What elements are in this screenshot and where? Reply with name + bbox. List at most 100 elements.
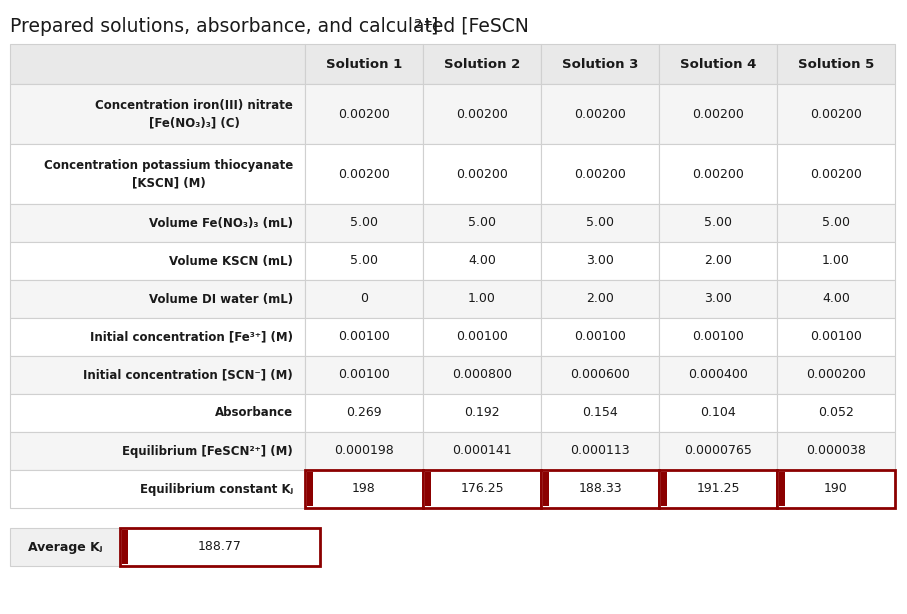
Bar [423,84,541,144]
Bar [423,242,541,280]
Text: Solution 3: Solution 3 [561,58,639,71]
Text: 0.00200: 0.00200 [810,107,862,120]
Text: 0.052: 0.052 [818,406,853,419]
Bar [777,204,895,242]
Text: Equilibrium [FeSCN²⁺] (M): Equilibrium [FeSCN²⁺] (M) [122,445,293,457]
Bar [541,470,659,508]
Text: 0.00200: 0.00200 [338,107,390,120]
Text: 4.00: 4.00 [822,292,850,306]
Bar [659,318,777,356]
Bar [307,472,313,506]
Bar [777,242,895,280]
Text: Equilibrium constant Kⱼ: Equilibrium constant Kⱼ [140,483,293,495]
Bar [305,318,423,356]
Text: 2.00: 2.00 [704,254,732,268]
Bar [305,242,423,280]
Bar [659,204,777,242]
Text: 0.00100: 0.00100 [338,368,390,381]
Text: Concentration iron(III) nitrate
[Fe(NO₃)₃] (Ϲ): Concentration iron(III) nitrate [Fe(NO₃)… [95,99,293,129]
Bar [10,44,305,84]
Bar [305,84,423,144]
Text: 0.000600: 0.000600 [571,368,630,381]
Text: ]: ] [430,17,437,36]
Bar [423,470,541,508]
Bar [305,280,423,318]
Text: 5.00: 5.00 [822,217,850,230]
Text: 0.00200: 0.00200 [574,107,626,120]
Bar [10,356,305,394]
Bar [122,530,128,564]
Text: 0.000200: 0.000200 [806,368,866,381]
Bar [541,432,659,470]
Text: 3.00: 3.00 [704,292,732,306]
Bar [777,144,895,204]
Bar [777,432,895,470]
Text: Solution 1: Solution 1 [326,58,402,71]
Text: Concentration potassium thiocyanate
[KSCN] (M): Concentration potassium thiocyanate [KSC… [44,159,293,189]
Text: Initial concentration [Fe³⁺] (M): Initial concentration [Fe³⁺] (M) [90,330,293,343]
Text: 5.00: 5.00 [468,217,496,230]
Text: Average Kⱼ: Average Kⱼ [28,540,102,553]
Text: Volume DI water (mL): Volume DI water (mL) [149,292,293,306]
Bar [779,472,785,506]
Text: 0.00200: 0.00200 [692,168,744,181]
Bar [659,44,777,84]
Bar [777,470,895,508]
Bar [659,84,777,144]
Text: 0.00100: 0.00100 [574,330,626,343]
Bar [777,280,895,318]
Bar [541,242,659,280]
Text: 1.00: 1.00 [822,254,850,268]
Bar [423,280,541,318]
Bar [425,472,431,506]
Bar [659,280,777,318]
Text: Prepared solutions, absorbance, and calculated [FeSCN: Prepared solutions, absorbance, and calc… [10,17,529,36]
Bar [305,44,423,84]
Text: Absorbance: Absorbance [215,406,293,419]
Bar [541,144,659,204]
Text: 0.00200: 0.00200 [338,168,390,181]
Text: 191.25: 191.25 [697,483,740,495]
Text: 5.00: 5.00 [704,217,732,230]
Text: 0.192: 0.192 [464,406,500,419]
Text: 1.00: 1.00 [468,292,496,306]
Bar [423,394,541,432]
Bar [659,144,777,204]
Text: 4.00: 4.00 [468,254,496,268]
Bar [543,472,549,506]
Text: 0.154: 0.154 [582,406,618,419]
Text: 0.00200: 0.00200 [810,168,862,181]
Text: 5.00: 5.00 [586,217,614,230]
Bar [305,470,423,508]
Bar [10,528,120,566]
Text: 0.104: 0.104 [700,406,736,419]
Bar [777,394,895,432]
Bar [423,144,541,204]
Bar [541,84,659,144]
Bar [10,394,305,432]
Text: 0.00200: 0.00200 [574,168,626,181]
Text: 2.00: 2.00 [586,292,614,306]
Bar [659,470,777,508]
Text: Volume Fe(NO₃)₃ (mL): Volume Fe(NO₃)₃ (mL) [149,217,293,230]
Bar [10,280,305,318]
Bar [661,472,667,506]
Bar [10,242,305,280]
Bar [541,394,659,432]
Text: Solution 4: Solution 4 [680,58,756,71]
Bar [541,280,659,318]
Bar [305,204,423,242]
Bar [659,432,777,470]
Text: 2+: 2+ [414,18,434,31]
Text: 0.00100: 0.00100 [692,330,744,343]
Bar [10,318,305,356]
Bar [423,44,541,84]
Bar [777,44,895,84]
Bar [305,356,423,394]
Text: 0.000800: 0.000800 [452,368,512,381]
Bar [10,204,305,242]
Bar [541,318,659,356]
Bar [777,318,895,356]
Text: Solution 2: Solution 2 [444,58,520,71]
Text: 0.00100: 0.00100 [338,330,390,343]
